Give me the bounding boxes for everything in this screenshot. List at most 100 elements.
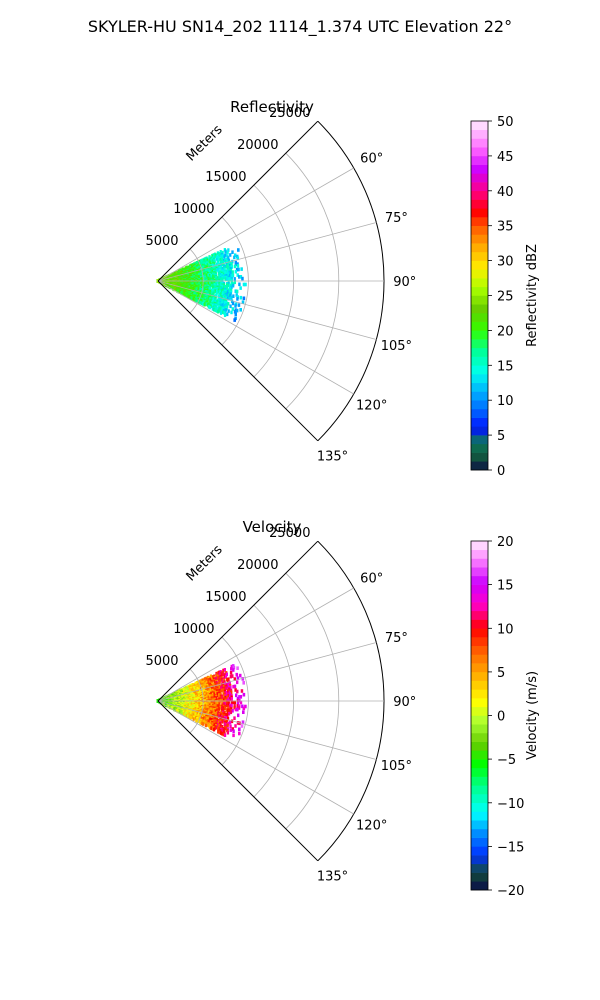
data-cell (227, 293, 230, 298)
data-cell (223, 306, 227, 310)
colorbar-tick-label: −15 (497, 840, 524, 855)
data-cell (207, 716, 210, 721)
data-cell (237, 267, 240, 272)
data-cell (228, 711, 231, 716)
data-cell (213, 254, 216, 259)
data-cell (222, 729, 225, 733)
data-cell (200, 721, 203, 726)
data-cell (228, 290, 231, 294)
data-cell (223, 719, 226, 723)
data-cell (213, 727, 216, 732)
theta-tick-label: 75° (385, 211, 408, 226)
data-cell (221, 284, 224, 289)
data-cell (233, 705, 236, 710)
data-cell (207, 305, 210, 309)
sector-edge (157, 280, 319, 442)
colorbar-tick-label: 10 (497, 622, 514, 637)
colorbar-segment (471, 129, 488, 139)
colorbar-segment (471, 706, 488, 716)
data-cell (181, 711, 184, 716)
data-cell (165, 703, 168, 707)
data-cell (228, 287, 231, 291)
data-cell (211, 724, 214, 728)
colorbar-tick-label: 0 (497, 710, 505, 725)
data-cell (226, 728, 229, 733)
colorbar-segment (471, 837, 488, 847)
data-cell (217, 683, 221, 687)
data-cell (238, 695, 241, 699)
data-cell (244, 704, 247, 709)
data-cell (232, 700, 235, 705)
data-cell (230, 299, 234, 304)
colorbar-segment (471, 164, 488, 174)
data-cell (215, 309, 218, 313)
data-cell (211, 727, 214, 731)
data-cell (216, 697, 219, 702)
data-cell (166, 284, 169, 288)
data-cell (236, 689, 239, 694)
data-cell (233, 255, 236, 260)
colorbar-segment (471, 549, 488, 559)
data-cell (232, 665, 236, 670)
theta-tick-label: 75° (385, 631, 408, 646)
colorbar-segment (471, 260, 488, 270)
data-cell (216, 714, 219, 718)
colorbar-tick-label: 15 (497, 579, 514, 594)
data-cell (236, 297, 239, 301)
data-cell (213, 287, 216, 292)
data-cell (199, 720, 202, 725)
data-cell (192, 297, 195, 301)
data-cell (214, 308, 217, 313)
data-cell (200, 301, 203, 306)
data-cell (216, 693, 219, 698)
data-cell (184, 293, 187, 297)
data-cell (228, 273, 232, 278)
data-cell (165, 283, 168, 287)
data-cell (184, 273, 187, 277)
data-cell (195, 298, 198, 303)
data-cell (225, 726, 228, 731)
data-cell (227, 716, 230, 721)
data-cell (204, 685, 207, 690)
data-cell (236, 256, 240, 261)
colorbar-segment (471, 330, 488, 340)
data-cell (173, 707, 176, 712)
data-cell (219, 678, 222, 682)
data-cell (241, 720, 245, 724)
theta-tick-label: 120° (356, 398, 387, 413)
data-cell (234, 260, 237, 265)
colorbar-segment (471, 602, 488, 612)
data-cell (239, 275, 243, 279)
data-cell (199, 692, 202, 696)
data-cell (229, 685, 232, 690)
data-cell (187, 714, 190, 719)
data-cell (227, 309, 230, 313)
colorbar-segment (471, 558, 488, 568)
colorbar-segment (471, 304, 488, 314)
data-cell (211, 267, 214, 272)
colorbar-tick-label: 5 (497, 666, 505, 681)
data-cell (217, 269, 220, 273)
data-cell (209, 260, 212, 265)
data-cell (236, 289, 239, 294)
data-cell (209, 283, 212, 288)
r-tick-label: 10000 (173, 202, 214, 217)
data-cell (216, 280, 219, 284)
colorbar-tick-label: −20 (497, 884, 524, 899)
data-cell (229, 304, 232, 309)
data-cell (208, 725, 212, 730)
data-cell (202, 302, 205, 306)
r-tick-label: 20000 (237, 138, 278, 153)
data-cell (220, 688, 223, 693)
data-cell (230, 270, 233, 275)
data-cell (219, 724, 222, 728)
data-cell (235, 672, 238, 677)
sector-edge (157, 700, 319, 862)
r-tick-label: 15000 (205, 590, 246, 605)
data-cell (210, 275, 213, 279)
azimuth-gridline (157, 642, 377, 702)
colorbar-segment (471, 741, 488, 751)
data-cell (215, 725, 218, 730)
data-cell (218, 680, 221, 684)
